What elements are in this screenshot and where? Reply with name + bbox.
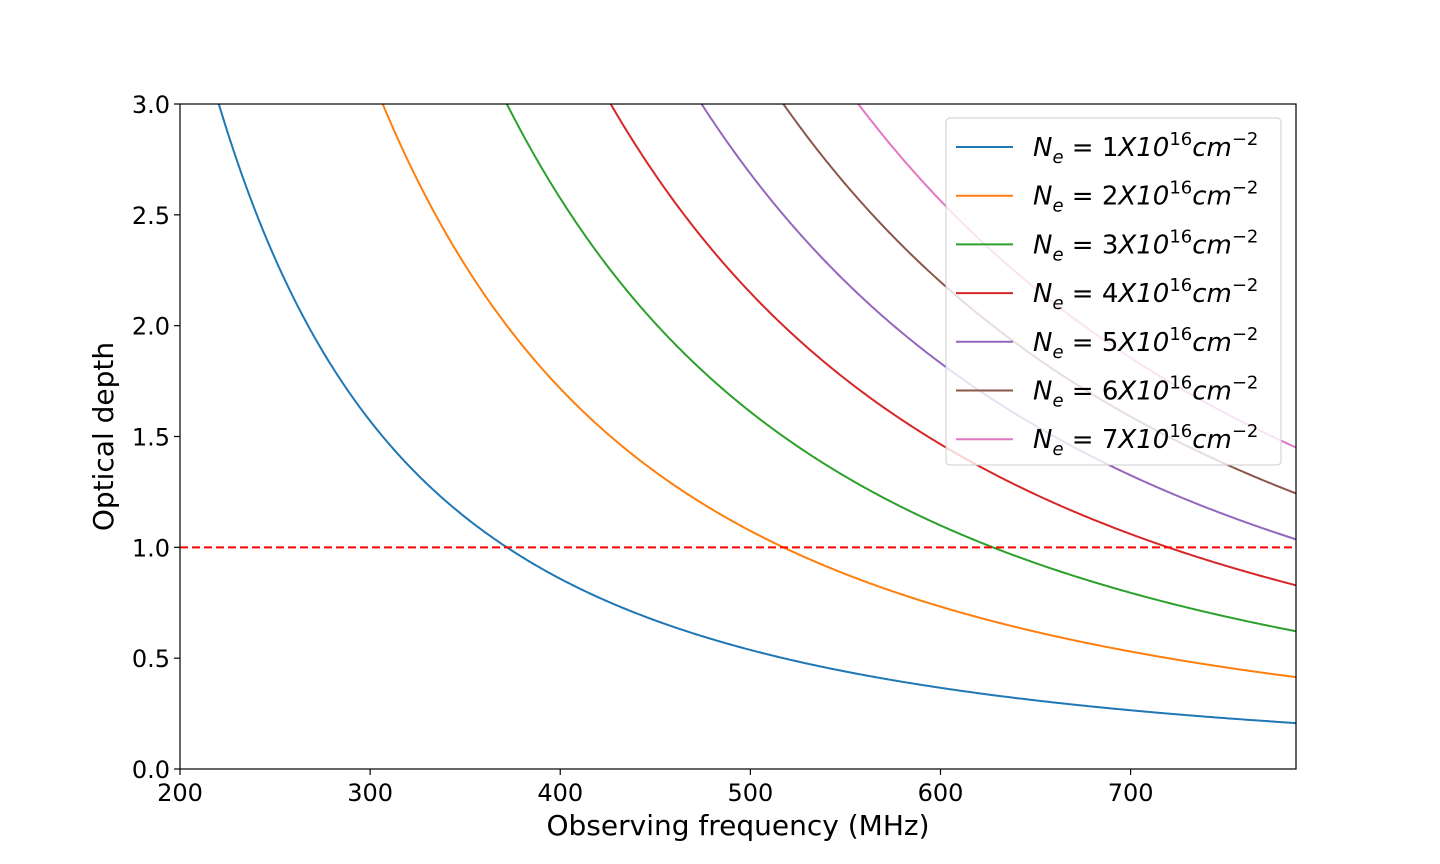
series-line-1 bbox=[217, 104, 1296, 725]
x-tick-label: 300 bbox=[347, 779, 393, 807]
legend-part-coef: 3 bbox=[1102, 230, 1119, 260]
legend-part-unit: cm bbox=[1192, 377, 1232, 407]
legend-part-sub: e bbox=[1052, 439, 1063, 460]
legend-part-eq: = bbox=[1064, 328, 1102, 358]
legend-entry: Ne = 1X1016cm−2 bbox=[1033, 129, 1258, 168]
legend-part-unit: cm bbox=[1192, 328, 1232, 358]
legend-part-sub: e bbox=[1052, 391, 1063, 412]
y-tick-label: 2.0 bbox=[132, 313, 170, 341]
legend-entry: Ne = 7X1016cm−2 bbox=[1033, 421, 1258, 460]
legend-part-x: X10 bbox=[1116, 279, 1169, 309]
legend-part-eq: = bbox=[1064, 279, 1102, 309]
legend-part-unit_exp: −2 bbox=[1232, 373, 1259, 394]
y-axis-ticks: 0.0 0.5 1.0 1.5 2.0 2.5 3.0 bbox=[132, 91, 180, 784]
y-axis-label: Optical depth bbox=[87, 342, 120, 531]
y-tick-label: 0.0 bbox=[132, 756, 170, 784]
legend-part-x: X10 bbox=[1116, 328, 1169, 358]
legend-part-coef: 4 bbox=[1102, 279, 1119, 309]
legend-part-unit_exp: −2 bbox=[1232, 324, 1259, 345]
y-tick-label: 3.0 bbox=[132, 91, 170, 119]
y-tick-label: 0.5 bbox=[132, 645, 170, 673]
legend-part-exp: 16 bbox=[1169, 421, 1192, 442]
series-line-2 bbox=[381, 104, 1296, 679]
legend-part-x: X10 bbox=[1116, 182, 1169, 212]
legend-part-sub: e bbox=[1052, 293, 1063, 314]
legend-part-unit: cm bbox=[1192, 279, 1232, 309]
legend-part-lhs: N bbox=[1033, 182, 1052, 212]
legend-part-lhs: N bbox=[1033, 230, 1052, 260]
legend-part-x: X10 bbox=[1116, 230, 1169, 260]
legend-entry: Ne = 5X1016cm−2 bbox=[1033, 324, 1258, 363]
legend-part-coef: 6 bbox=[1102, 377, 1119, 407]
legend-entry: Ne = 4X1016cm−2 bbox=[1033, 275, 1258, 314]
legend-part-eq: = bbox=[1064, 230, 1102, 260]
legend-part-lhs: N bbox=[1033, 133, 1052, 163]
legend-part-exp: 16 bbox=[1169, 373, 1192, 394]
legend-part-exp: 16 bbox=[1169, 324, 1192, 345]
legend-part-unit: cm bbox=[1192, 425, 1232, 455]
y-tick-label: 2.5 bbox=[132, 202, 170, 230]
legend-part-lhs: N bbox=[1033, 425, 1052, 455]
series-line-3 bbox=[505, 104, 1296, 633]
legend-part-sub: e bbox=[1052, 147, 1063, 168]
x-tick-label: 500 bbox=[727, 779, 773, 807]
series-line-5 bbox=[700, 104, 1296, 541]
legend-part-coef: 5 bbox=[1102, 328, 1119, 358]
x-tick-label: 700 bbox=[1108, 779, 1154, 807]
legend-part-exp: 16 bbox=[1169, 178, 1192, 199]
legend-part-unit_exp: −2 bbox=[1232, 178, 1259, 199]
legend-part-unit_exp: −2 bbox=[1232, 421, 1259, 442]
legend-part-x: X10 bbox=[1116, 425, 1169, 455]
legend-part-exp: 16 bbox=[1169, 275, 1192, 296]
legend-part-unit_exp: −2 bbox=[1232, 275, 1259, 296]
legend-part-lhs: N bbox=[1033, 328, 1052, 358]
series-line-4 bbox=[609, 104, 1296, 587]
legend-part-x: X10 bbox=[1116, 133, 1169, 163]
legend-part-sub: e bbox=[1052, 342, 1063, 363]
x-tick-label: 200 bbox=[157, 779, 203, 807]
legend-part-coef: 7 bbox=[1102, 425, 1119, 455]
legend-part-sub: e bbox=[1052, 244, 1063, 265]
legend-entry: Ne = 2X1016cm−2 bbox=[1033, 178, 1258, 217]
legend-part-coef: 2 bbox=[1102, 182, 1119, 212]
x-tick-label: 400 bbox=[537, 779, 583, 807]
legend-part-coef: 1 bbox=[1102, 133, 1119, 163]
x-axis-label: Observing frequency (MHz) bbox=[546, 809, 929, 842]
legend-box bbox=[945, 117, 1282, 466]
legend-part-lhs: N bbox=[1033, 377, 1052, 407]
legend-part-unit: cm bbox=[1192, 230, 1232, 260]
x-tick-label: 600 bbox=[918, 779, 964, 807]
y-tick-label: 1.0 bbox=[132, 534, 170, 562]
legend-part-lhs: N bbox=[1033, 279, 1052, 309]
legend-entry: Ne = 6X1016cm−2 bbox=[1033, 373, 1258, 412]
legend-part-unit: cm bbox=[1192, 182, 1232, 212]
legend-part-sub: e bbox=[1052, 196, 1063, 217]
legend-part-eq: = bbox=[1064, 377, 1102, 407]
x-axis-ticks: 200 300 400 500 600 700 bbox=[157, 769, 1154, 807]
legend-part-unit_exp: −2 bbox=[1232, 129, 1259, 150]
legend-part-x: X10 bbox=[1116, 377, 1169, 407]
legend: Ne = 1X1016cm−2Ne = 2X1016cm−2Ne = 3X101… bbox=[945, 117, 1282, 466]
legend-part-exp: 16 bbox=[1169, 129, 1192, 150]
legend-entry: Ne = 3X1016cm−2 bbox=[1033, 226, 1258, 265]
legend-part-unit_exp: −2 bbox=[1232, 226, 1259, 247]
legend-part-exp: 16 bbox=[1169, 226, 1192, 247]
y-tick-label: 1.5 bbox=[132, 424, 170, 452]
legend-part-eq: = bbox=[1064, 182, 1102, 212]
legend-part-unit: cm bbox=[1192, 133, 1232, 163]
legend-part-eq: = bbox=[1064, 425, 1102, 455]
legend-part-eq: = bbox=[1064, 133, 1102, 163]
